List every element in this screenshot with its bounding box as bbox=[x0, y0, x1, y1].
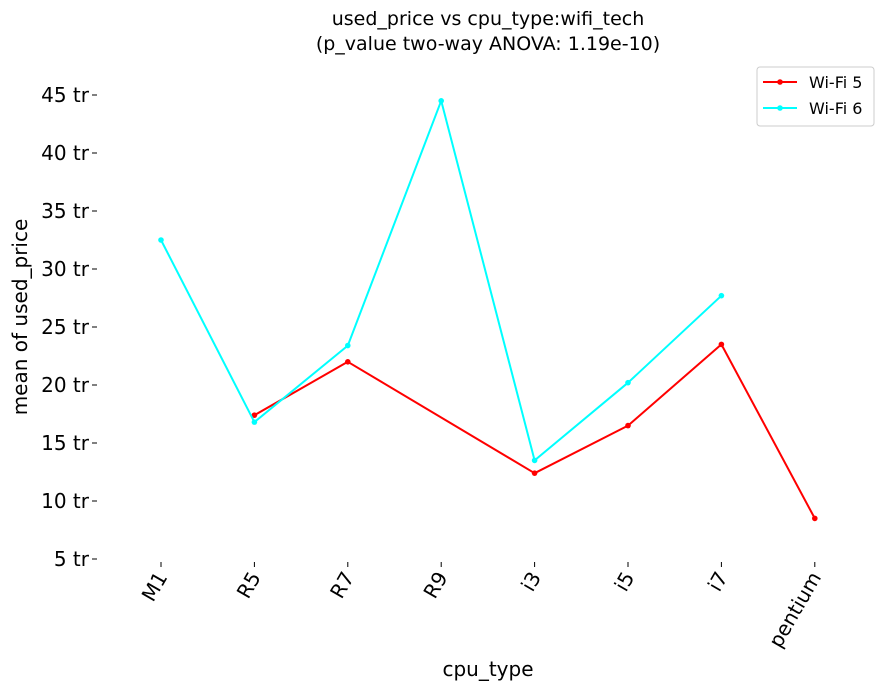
y-tick-label: 5 tr bbox=[54, 547, 90, 571]
y-tick-label: 25 tr bbox=[41, 315, 90, 339]
legend: Wi-Fi 5 Wi-Fi 6 bbox=[756, 66, 875, 127]
x-tick-label: i5 bbox=[609, 568, 639, 596]
data-point-wi-fi-5 bbox=[531, 470, 538, 476]
data-point-wi-fi-5 bbox=[251, 412, 258, 418]
legend-marker bbox=[777, 105, 783, 111]
legend-marker bbox=[777, 79, 783, 85]
data-point-wi-fi-6 bbox=[531, 457, 538, 464]
x-tick-label: M1 bbox=[137, 568, 173, 606]
y-axis: 5 tr 10 tr 15 tr 20 tr 25 tr 30 tr 35 tr 40 tr 4… bbox=[41, 83, 97, 571]
y-tick-label: 45 tr bbox=[41, 83, 90, 107]
data-point-wi-fi-6 bbox=[345, 342, 351, 349]
chart-subtitle: (p_value two-way ANOVA: 1.19e-10) bbox=[316, 33, 660, 55]
series-line-wi-fi-6 bbox=[160, 99, 723, 462]
data-point-wi-fi-6 bbox=[438, 98, 445, 104]
y-tick-label: 35 tr bbox=[41, 199, 90, 223]
y-tick-label: 15 tr bbox=[41, 431, 90, 455]
data-point-wi-fi-5 bbox=[718, 341, 725, 348]
plot-area bbox=[158, 98, 818, 522]
y-tick-label: 10 tr bbox=[41, 489, 90, 513]
data-point-wi-fi-6 bbox=[251, 419, 258, 425]
x-tick-label: R7 bbox=[325, 568, 359, 603]
legend-label: Wi-Fi 6 bbox=[809, 99, 862, 118]
legend-label: Wi-Fi 5 bbox=[809, 73, 862, 92]
chart-title: used_price vs cpu_type:wifi_tech bbox=[332, 8, 645, 30]
series-line-wi-fi-5 bbox=[253, 343, 816, 519]
data-point-wi-fi-5 bbox=[812, 515, 818, 522]
data-point-wi-fi-5 bbox=[345, 359, 351, 365]
data-point-wi-fi-5 bbox=[625, 422, 631, 429]
x-tick-label: i3 bbox=[516, 568, 546, 596]
y-tick-label: 40 tr bbox=[41, 141, 90, 165]
data-point-wi-fi-6 bbox=[625, 379, 631, 386]
y-axis-label: mean of used_price bbox=[8, 219, 32, 416]
x-tick-label: i7 bbox=[703, 568, 733, 596]
y-tick-label: 30 tr bbox=[41, 257, 90, 281]
y-tick-label: 20 tr bbox=[41, 373, 90, 397]
x-tick-label: R5 bbox=[232, 568, 266, 603]
x-tick-label: R9 bbox=[418, 568, 452, 603]
x-axis: M1 R5 R7 R9 i3 i5 i7 pentium bbox=[137, 562, 826, 652]
x-axis-label: cpu_type bbox=[442, 657, 533, 681]
data-point-wi-fi-6 bbox=[158, 237, 164, 243]
data-point-wi-fi-6 bbox=[718, 292, 725, 299]
x-tick-label: pentium bbox=[764, 568, 826, 652]
